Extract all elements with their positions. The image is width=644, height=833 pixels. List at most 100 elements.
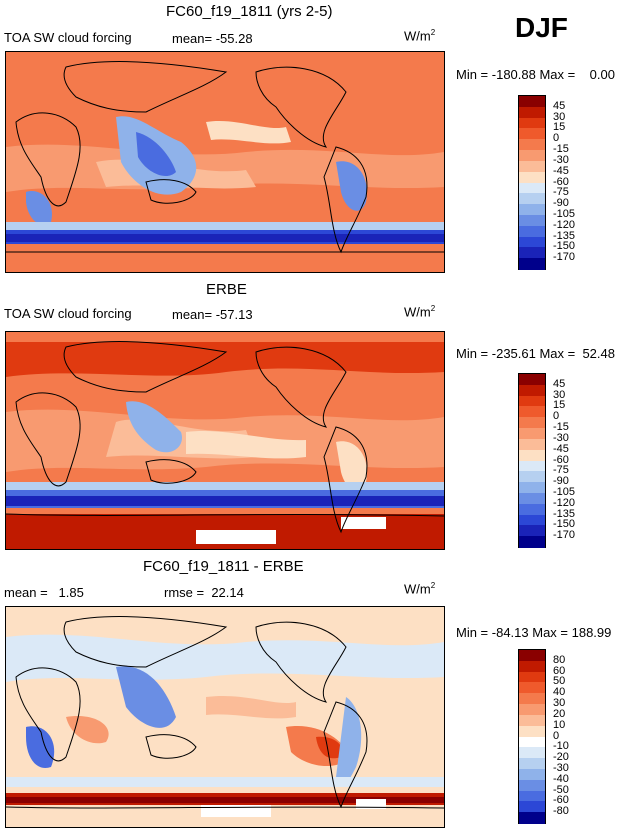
colorbar-segment [519, 768, 545, 781]
mean-value: mean= -57.13 [172, 307, 253, 322]
colorbar-segment [519, 225, 545, 238]
colorbar-tick-label: -60 [553, 175, 569, 188]
units-label: W/m2 [404, 581, 435, 596]
colorbar-segment [519, 247, 545, 259]
colorbar-tick-label: -60 [553, 794, 569, 807]
colorbar-segment [519, 150, 545, 162]
colorbar: 80 60 50 40 30 20 10 0 -10 -20 -30 -40 -50 -60 -80 [518, 649, 569, 824]
units-exponent: 2 [430, 581, 436, 590]
colorbar-tick-label: 45 [553, 99, 566, 112]
colorbar-segment [519, 503, 545, 516]
colorbar-segment [519, 660, 545, 673]
colorbar-tick-label: -120 [553, 496, 576, 509]
colorbar-tick-label: 20 [553, 707, 566, 720]
units-base: W/m [404, 581, 431, 597]
colorbar-tick-label: -135 [553, 229, 576, 242]
min-max-text: Min = -235.61 Max = 52.48 [456, 346, 615, 361]
colorbar-tick-label: 30 [553, 697, 566, 710]
colorbar-segment [519, 214, 545, 227]
colorbar-segment [519, 128, 545, 140]
mean-value: mean = 1.85 [4, 585, 84, 600]
field-label: TOA SW cloud forcing [4, 30, 132, 45]
colorbar-segment [519, 384, 545, 397]
contour-map [5, 331, 445, 550]
colorbar-tick-label: -80 [553, 805, 569, 818]
colorbar-segment [519, 160, 545, 173]
colorbar-segment [519, 801, 545, 813]
units-label: W/m2 [404, 304, 435, 319]
colorbar-tick-label: -20 [553, 751, 569, 764]
colorbar-segment [519, 482, 545, 494]
colorbar: 45 30 15 0 -15 -30 -45 -60 -75 -90 -105 -120 -135 -15… [518, 95, 575, 270]
colorbar-segment [519, 525, 545, 537]
units-base: W/m [404, 28, 431, 44]
colorbar-segment [519, 406, 545, 418]
colorbar-segment [519, 758, 545, 770]
panel-title: ERBE [206, 281, 247, 298]
colorbar-tick-label: 50 [553, 675, 566, 688]
colorbar-segment [519, 790, 545, 802]
colorbar-segment [519, 258, 545, 270]
colorbar-tick-label: 30 [553, 110, 566, 123]
colorbar-tick-label: -105 [553, 485, 576, 498]
season-label: DJF [515, 12, 568, 43]
colorbar-segment [519, 714, 545, 727]
colorbar-segment [519, 492, 545, 505]
colorbar: 45 30 15 0 -15 -30 -45 -60 -75 -90 -105 -120 -135 -15… [518, 373, 575, 548]
colorbar-segment [519, 725, 545, 737]
colorbar-segment [519, 438, 545, 451]
colorbar-tick-label: 80 [553, 653, 566, 666]
colorbar-segment [519, 514, 545, 526]
colorbar-tick-label: -45 [553, 442, 569, 455]
colorbar-tick-label: -90 [553, 197, 569, 210]
colorbar-segment [519, 536, 545, 548]
colorbar-segment [519, 682, 545, 694]
colorbar-segment [519, 812, 545, 824]
colorbar-tick-label: 40 [553, 686, 566, 699]
colorbar-tick-label: 60 [553, 664, 566, 677]
colorbar-segment [519, 671, 545, 683]
colorbar-segment [519, 650, 545, 662]
colorbar-tick-label: -30 [553, 153, 569, 166]
colorbar-tick-label: -90 [553, 475, 569, 488]
colorbar-tick-label: -75 [553, 464, 569, 477]
colorbar-segment [519, 747, 545, 759]
colorbar-tick-label: -40 [553, 772, 569, 785]
rmse-value: rmse = 22.14 [164, 585, 244, 600]
colorbar-segment [519, 460, 545, 472]
units-exponent: 2 [430, 304, 436, 313]
colorbar-segment [519, 779, 545, 792]
units-label: W/m2 [404, 28, 435, 43]
colorbar-tick-label: -60 [553, 453, 569, 466]
colorbar-tick-label: -170 [553, 251, 576, 264]
colorbar-tick-label: 10 [553, 718, 566, 731]
panel-title: FC60_f19_1811 - ERBE [143, 558, 304, 575]
field-label: TOA SW cloud forcing [4, 306, 132, 321]
contour-map [5, 51, 445, 273]
colorbar-tick-label: -45 [553, 164, 569, 177]
contour-map [5, 606, 445, 828]
colorbar-segment [519, 693, 545, 705]
colorbar-segment [519, 182, 545, 194]
colorbar-segment [519, 193, 545, 205]
colorbar-segment [519, 417, 545, 429]
colorbar-tick-label: -75 [553, 186, 569, 199]
colorbar-tick-label: -150 [553, 518, 576, 531]
colorbar-tick-label: -15 [553, 421, 569, 434]
colorbar-tick-label: -10 [553, 740, 569, 753]
colorbar-tick-label: 15 [553, 399, 566, 412]
colorbar-tick-label: -170 [553, 529, 576, 542]
colorbar-segment [519, 117, 545, 129]
colorbar-tick-label: -30 [553, 761, 569, 774]
colorbar-segment [519, 106, 545, 119]
colorbar-segment [519, 139, 545, 151]
colorbar-segment [519, 236, 545, 248]
mean-value: mean= -55.28 [172, 31, 253, 46]
colorbar-tick-label: 0 [553, 729, 560, 742]
colorbar-tick-label: 30 [553, 388, 566, 401]
colorbar-tick-label: -135 [553, 507, 576, 520]
colorbar-segment [519, 428, 545, 440]
colorbar-segment [519, 96, 545, 108]
colorbar-segment [519, 171, 545, 183]
colorbar-tick-label: -105 [553, 207, 576, 220]
